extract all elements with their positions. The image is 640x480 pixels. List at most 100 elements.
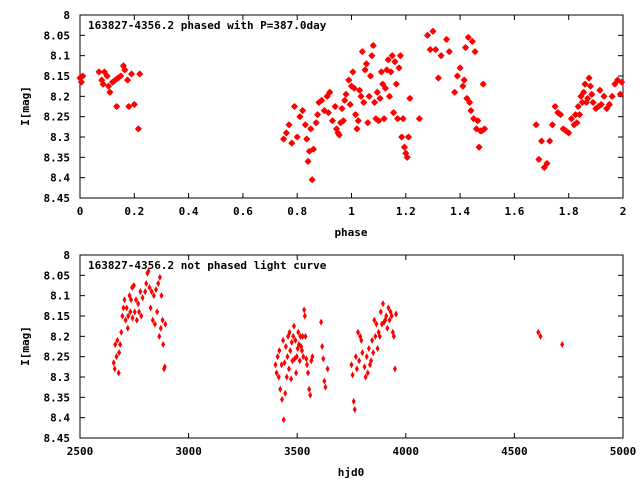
data-point [571, 111, 580, 119]
data-point [429, 27, 437, 35]
x-tick-label: 0.4 [179, 205, 199, 218]
data-point [287, 328, 292, 336]
data-point [365, 92, 373, 100]
data-point [137, 308, 142, 316]
data-point [369, 41, 377, 50]
data-point [308, 176, 316, 184]
data-point [331, 102, 339, 111]
data-point [318, 96, 326, 104]
data-point [445, 48, 453, 56]
data-point [466, 98, 474, 106]
data-point [576, 111, 584, 119]
data-point [354, 365, 359, 373]
data-point [581, 80, 589, 88]
data-point [157, 273, 162, 281]
y-tick-label: 8.45 [44, 432, 71, 445]
data-point [585, 74, 593, 82]
data-point [159, 292, 164, 300]
data-point [573, 119, 581, 127]
data-point [148, 304, 153, 312]
x-axis-label: hjd0 [338, 466, 365, 479]
x-tick-label: 2 [620, 205, 627, 218]
y-tick-label: 8.3 [50, 131, 70, 144]
data-point [284, 373, 289, 381]
data-point [543, 159, 551, 167]
x-tick-label: 2500 [67, 445, 94, 458]
data-point [157, 332, 162, 340]
data-point [362, 363, 367, 371]
data-point [385, 92, 394, 100]
data-point [341, 96, 349, 104]
data-point [574, 102, 582, 111]
y-tick-label: 8.15 [44, 310, 71, 323]
data-point [460, 76, 468, 84]
data-point [589, 98, 597, 106]
data-point [150, 316, 155, 324]
y-axis-label: I[mag] [19, 86, 32, 126]
data-point [280, 135, 288, 143]
data-point [362, 60, 370, 68]
data-point [136, 300, 141, 308]
data-point [79, 72, 87, 80]
data-point [293, 133, 301, 141]
data-point [301, 353, 306, 361]
y-axis: 8 8.05 8.1 8.15 8.2 8.25 8.3 8.35 8.4 8.45 [44, 9, 623, 205]
data-point [351, 397, 356, 405]
data-point [538, 137, 546, 145]
data-point [288, 139, 296, 147]
data-point [304, 361, 309, 369]
data-point [354, 117, 362, 125]
data-point [565, 129, 573, 137]
plot-title: 163827-4356.2 not phased light curve [88, 259, 327, 272]
data-point [120, 312, 125, 320]
data-point [162, 363, 167, 371]
data-point [453, 72, 461, 80]
y-tick-label: 8.4 [50, 412, 70, 425]
data-point [536, 328, 541, 336]
data-point [391, 332, 396, 340]
data-point [114, 353, 119, 361]
data-point [297, 357, 302, 365]
data-point [304, 355, 309, 363]
data-point [345, 76, 353, 84]
data-point [286, 365, 291, 373]
data-point [161, 340, 166, 348]
data-point [111, 359, 116, 367]
y-tick-label: 8.45 [44, 192, 71, 205]
y-tick-label: 8.3 [50, 371, 70, 384]
data-point [548, 121, 556, 129]
data-point [276, 373, 281, 381]
data-point [399, 115, 407, 123]
data-point [321, 355, 326, 363]
data-point [283, 343, 288, 350]
data-point [394, 310, 399, 318]
x-tick-label: 0.8 [287, 205, 307, 218]
data-point [461, 43, 470, 52]
unphased-light-curve-panel: 8 8.05 8.1 8.15 8.2 8.25 8.3 8.35 8.4 8.45 2500 30… [19, 249, 636, 479]
data-point [275, 353, 280, 361]
data-point [302, 312, 307, 320]
data-point [353, 125, 361, 133]
data-point [283, 389, 288, 397]
data-point [103, 72, 111, 80]
x-tick-label: 1.8 [559, 205, 579, 218]
data-point [373, 332, 378, 340]
data-point [596, 86, 604, 94]
data-point [532, 121, 540, 129]
data-point [578, 98, 586, 106]
data-point [357, 357, 362, 365]
y-tick-label: 8.25 [44, 351, 71, 364]
data-point [309, 145, 318, 153]
data-point [130, 100, 138, 109]
data-point [278, 385, 283, 393]
data-point [358, 48, 366, 56]
data-point [291, 322, 296, 330]
data-point [423, 31, 432, 39]
data-point [289, 375, 294, 383]
data-point [618, 78, 626, 86]
data-point [320, 343, 325, 350]
data-point [154, 286, 159, 294]
data-point [360, 98, 368, 106]
data-point [376, 94, 384, 102]
